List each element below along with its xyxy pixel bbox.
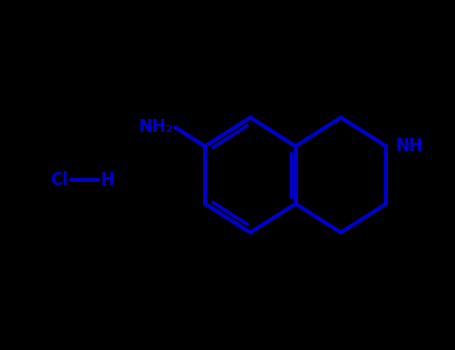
Text: NH: NH <box>395 137 423 155</box>
Text: H: H <box>100 171 114 189</box>
Text: NH₂: NH₂ <box>138 119 173 136</box>
Text: Cl: Cl <box>51 171 68 189</box>
